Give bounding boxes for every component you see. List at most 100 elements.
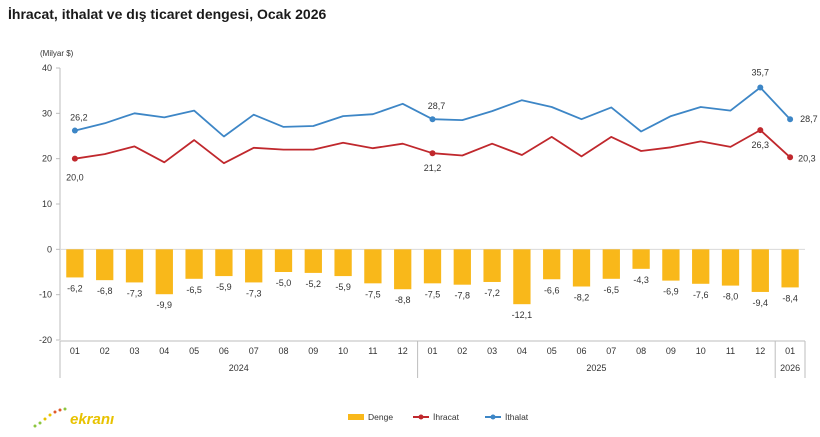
bar-data-label: -6,2 <box>67 283 83 293</box>
bar-data-label: -8,2 <box>574 293 590 303</box>
bar-data-label: -9,4 <box>753 298 769 308</box>
bar-data-label: -8,8 <box>395 295 411 305</box>
bar-denge <box>66 249 84 278</box>
x-tick-label: 05 <box>189 346 199 356</box>
x-tick-label: 01 <box>427 346 437 356</box>
legend-label-ithalat: İthalat <box>505 412 529 422</box>
legend-label-denge: Denge <box>368 412 393 422</box>
logo-dots-icon <box>33 407 67 428</box>
point-ihracat <box>757 127 764 134</box>
bar-data-label: -7,2 <box>484 288 500 298</box>
bar-data-label: -9,9 <box>157 300 173 310</box>
year-label: 2025 <box>586 363 606 373</box>
x-tick-label: 08 <box>636 346 646 356</box>
x-tick-label: 07 <box>606 346 616 356</box>
legend-marker-ihracat <box>418 414 424 420</box>
bar-data-label: -5,2 <box>306 279 322 289</box>
bar-denge <box>96 249 114 281</box>
bar-denge <box>632 249 650 269</box>
line-data-label-ithalat: 28,7 <box>800 114 818 124</box>
bar-data-label: -5,9 <box>216 282 232 292</box>
x-tick-label: 11 <box>726 346 735 356</box>
point-ithalat <box>787 116 794 123</box>
y-tick-label: 30 <box>42 108 52 118</box>
point-ihracat <box>71 155 78 162</box>
point-ithalat <box>71 127 78 134</box>
x-tick-label: 03 <box>129 346 139 356</box>
legend-label-ihracat: İhracat <box>433 412 460 422</box>
x-tick-label: 04 <box>159 346 169 356</box>
bar-denge <box>453 249 471 285</box>
x-tick-label: 09 <box>666 346 676 356</box>
line-data-label-ithalat: 35,7 <box>752 67 770 77</box>
line-data-label-ihracat: 21,2 <box>424 163 442 173</box>
line-ihracat <box>74 129 791 165</box>
bar-data-label: -8,0 <box>723 292 739 302</box>
line-data-label-ihracat: 20,0 <box>66 173 84 183</box>
bar-denge <box>245 249 263 283</box>
bar-denge <box>572 249 591 287</box>
bar-denge <box>721 249 740 286</box>
x-tick-label: 04 <box>517 346 527 356</box>
bar-denge <box>513 249 531 305</box>
line-data-label-ihracat: 26,3 <box>752 140 770 150</box>
x-tick-label: 06 <box>576 346 586 356</box>
bar-data-label: -6,8 <box>97 286 113 296</box>
point-ihracat <box>429 150 436 157</box>
bar-denge <box>662 249 680 281</box>
y-tick-label: 40 <box>42 63 52 73</box>
bar-denge <box>423 249 442 284</box>
bar-data-label: -7,8 <box>455 291 471 301</box>
point-ithalat <box>429 116 436 123</box>
bar-denge <box>304 249 322 273</box>
legend-marker-ithalat <box>490 414 496 420</box>
bar-data-label: -12,1 <box>512 310 533 320</box>
bar-data-label: -6,5 <box>604 285 620 295</box>
year-label: 2026 <box>780 363 800 373</box>
bar-denge <box>334 249 352 277</box>
bar-data-label: -4,3 <box>633 275 649 285</box>
point-ihracat <box>787 154 794 161</box>
bar-denge <box>364 249 382 284</box>
x-tick-label: 11 <box>368 346 377 356</box>
line-ithalat <box>74 86 791 138</box>
line-data-label-ithalat: 26,2 <box>70 113 88 123</box>
chart-title: İhracat, ithalat ve dış ticaret dengesi,… <box>8 6 327 22</box>
x-tick-label: 12 <box>755 346 765 356</box>
line-data-label-ihracat: 20,3 <box>798 153 816 163</box>
bar-denge <box>185 249 203 279</box>
year-label: 2024 <box>229 363 249 373</box>
bar-data-label: -5,0 <box>276 278 292 288</box>
bar-denge <box>692 249 710 284</box>
legend-swatch-denge <box>348 414 364 420</box>
bar-data-label: -7,3 <box>127 288 143 298</box>
x-tick-label: 01 <box>70 346 80 356</box>
bar-data-label: -6,5 <box>186 285 202 295</box>
bar-denge <box>483 249 501 282</box>
x-tick-label: 12 <box>398 346 408 356</box>
y-axis-label: (Milyar $) <box>40 49 74 58</box>
bar-data-label: -5,9 <box>335 282 351 292</box>
x-tick-label: 06 <box>219 346 229 356</box>
x-tick-label: 03 <box>487 346 497 356</box>
bar-denge <box>155 249 173 295</box>
y-tick-label: -10 <box>39 290 52 300</box>
x-tick-label: 09 <box>308 346 318 356</box>
x-tick-label: 02 <box>457 346 467 356</box>
bar-data-label: -7,6 <box>693 290 709 300</box>
x-tick-label: 07 <box>249 346 259 356</box>
y-tick-label: -20 <box>39 335 52 345</box>
bar-denge <box>215 249 233 277</box>
bar-denge <box>543 249 561 280</box>
bar-denge <box>125 249 144 283</box>
x-tick-label: 08 <box>278 346 288 356</box>
bar-data-label: -6,6 <box>544 285 560 295</box>
x-tick-label: 05 <box>547 346 557 356</box>
bar-data-label: -7,5 <box>425 289 441 299</box>
bar-denge <box>394 249 412 290</box>
point-ithalat <box>757 84 764 91</box>
y-tick-label: 0 <box>47 244 52 254</box>
x-tick-label: 10 <box>338 346 348 356</box>
x-tick-label: 01 <box>785 346 795 356</box>
